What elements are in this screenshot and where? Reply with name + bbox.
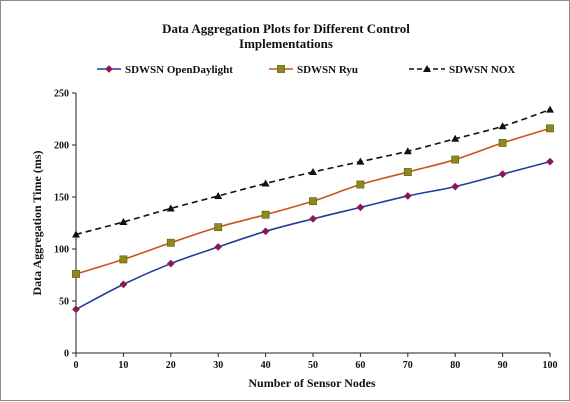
- data-point: [451, 182, 460, 191]
- x-tick-label: 0: [74, 360, 79, 371]
- series-2: [72, 124, 554, 278]
- y-tick-label: 0: [64, 349, 69, 360]
- legend-item-1: SDWSN OpenDaylight: [97, 64, 233, 76]
- data-point: [166, 204, 175, 212]
- data-point: [451, 155, 460, 164]
- y-tick-label: 200: [54, 141, 69, 152]
- x-tick-label: 30: [213, 360, 223, 371]
- data-point: [72, 230, 80, 238]
- data-point: [546, 157, 554, 166]
- plot-area: [72, 105, 554, 314]
- data-point: [72, 305, 80, 314]
- data-point: [498, 139, 507, 147]
- legend-marker: [105, 65, 113, 73]
- legend-item-2: SDWSN Ryu: [269, 64, 358, 76]
- data-point: [356, 157, 365, 165]
- data-point: [214, 223, 223, 232]
- data-point: [403, 192, 412, 200]
- data-point: [119, 255, 128, 264]
- data-point: [403, 168, 412, 176]
- x-tick-label: 10: [118, 360, 128, 371]
- legend-item-3: SDWSN NOX: [409, 64, 515, 76]
- data-point: [261, 210, 270, 219]
- x-tick-label: 50: [308, 360, 318, 371]
- legend-marker: [277, 65, 285, 73]
- chart-title-line-1: Data Aggregation Plots for Different Con…: [162, 21, 410, 36]
- x-tick-label: 20: [166, 360, 176, 371]
- x-tick-label: 90: [498, 360, 508, 371]
- data-point: [356, 180, 365, 189]
- x-tick-label: 70: [403, 360, 413, 371]
- data-point: [261, 179, 270, 187]
- legend: SDWSN OpenDaylight SDWSN Ryu SDWSN NOX: [97, 64, 515, 76]
- legend-marker: [423, 65, 431, 72]
- data-point: [309, 214, 317, 223]
- series-1: [72, 157, 554, 314]
- x-tick-label: 80: [450, 360, 460, 371]
- data-point: [309, 197, 317, 206]
- data-point: [403, 147, 412, 155]
- x-tick-label: 60: [355, 360, 365, 371]
- y-tick-label: 250: [54, 89, 69, 100]
- data-point: [119, 217, 128, 225]
- data-point: [166, 238, 175, 247]
- data-point: [72, 270, 80, 278]
- y-tick-label: 150: [54, 193, 69, 204]
- x-tick-label: 100: [543, 360, 558, 371]
- x-axis-label: Number of Sensor Nodes: [248, 376, 376, 390]
- axes: 0 50 100 150 200 250 0 10 20 30 40 50 60 70 80 90 100: [54, 89, 558, 372]
- chart-title-line-2: Implementations: [239, 36, 333, 51]
- legend-label: SDWSN Ryu: [297, 64, 358, 76]
- legend-label: SDWSN NOX: [449, 64, 515, 76]
- data-point: [166, 259, 175, 268]
- data-point: [546, 124, 554, 133]
- data-point: [498, 122, 507, 130]
- data-point: [261, 227, 270, 236]
- data-point: [214, 242, 223, 251]
- y-tick-label: 50: [59, 297, 69, 308]
- y-tick-label: 100: [54, 245, 69, 256]
- data-point: [546, 105, 554, 113]
- data-point: [356, 203, 365, 212]
- series-3: [72, 105, 554, 238]
- data-point: [119, 280, 128, 289]
- x-tick-label: 40: [261, 360, 271, 371]
- legend-label: SDWSN OpenDaylight: [125, 64, 233, 76]
- data-point: [451, 134, 460, 142]
- data-point: [498, 170, 507, 179]
- series-line: [75, 160, 551, 311]
- data-point: [309, 168, 317, 176]
- y-axis-label: Data Aggregation Time (ms): [30, 151, 44, 296]
- data-point: [214, 191, 223, 199]
